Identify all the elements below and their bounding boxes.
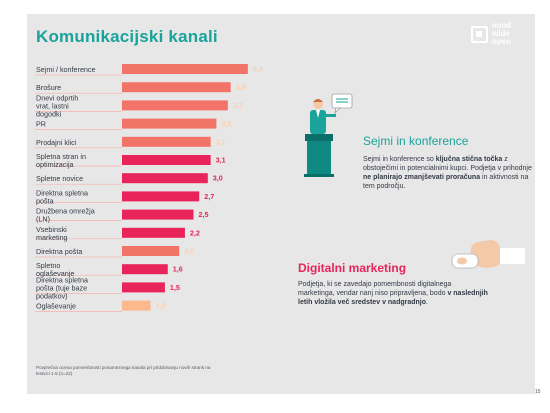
value-label: 3,0 [213, 174, 223, 183]
value-label: 2,5 [199, 210, 209, 219]
bar [122, 246, 180, 256]
mind-wide-open-logo: mind wide open [471, 22, 527, 52]
bar [122, 100, 228, 111]
section-text-digitalni: Podjetja, ki se zavedajo pomembnosti dig… [298, 281, 488, 306]
bar [122, 136, 211, 147]
value-label: 2,7 [204, 192, 214, 201]
value-label: 3,3 [221, 119, 231, 128]
bar [122, 191, 200, 202]
logo-text: mind wide open [492, 21, 512, 46]
value-label: 4,4 [253, 65, 263, 74]
category-label: Prodajni klici [36, 138, 77, 147]
category-label: Spletne novice [36, 174, 83, 183]
bar [122, 82, 231, 93]
value-label: 1,6 [173, 265, 183, 274]
hand-with-card-icon [451, 240, 525, 269]
category-label: Sejmi / konference [36, 65, 96, 74]
chart-footnote: Povprečna ocena pomembnosti posameznega … [36, 365, 211, 376]
bar [122, 155, 211, 165]
bar [122, 282, 165, 293]
bar [122, 64, 248, 74]
value-label: 3,1 [216, 156, 226, 165]
category-label: Direktna pošta [36, 247, 82, 256]
section-heading-sejmi: Sejmi in konference [363, 134, 469, 148]
bar [122, 118, 217, 129]
value-label: 3,1 [216, 137, 226, 146]
value-label: 1,5 [170, 283, 180, 292]
category-label: Direktna spletna pošta (tuje baze podatkov… [36, 275, 88, 300]
bar [122, 264, 168, 275]
category-label: Brošure [36, 83, 61, 92]
value-label: 3,8 [236, 83, 246, 92]
page-number: 15 [535, 389, 541, 395]
category-label: PR [36, 120, 46, 129]
value-label: 2,0 [184, 247, 194, 256]
channels-bar-chart: Sejmi / konference 4,4 Brošure 3,8 Dnevi odp… [35, 64, 263, 312]
bar [122, 209, 194, 220]
logo-square-icon [471, 26, 488, 43]
category-label: Vsebinski marketing [36, 225, 68, 242]
value-label: 2,2 [190, 228, 200, 237]
bar [122, 227, 185, 238]
section-heading-digitalni: Digitalni marketing [298, 261, 407, 275]
background-panel [27, 14, 535, 394]
category-label: Direktna spletna pošta [36, 188, 88, 205]
value-label: 1,0 [156, 301, 166, 310]
bar [122, 300, 151, 311]
section-text-sejmi: Sejmi in konference so ključna stična to… [363, 156, 532, 190]
page-title: Komunikacijski kanali [36, 27, 218, 46]
value-label: 3,7 [233, 101, 243, 110]
category-label: Dnevi odprtih vrat, lastni dogodki [36, 93, 78, 118]
category-label: Spletno oglaševanje [36, 261, 74, 278]
bar [122, 173, 208, 184]
speaker-podium-icon [304, 93, 353, 177]
category-label: Spletna stran in optimizacija [36, 152, 86, 169]
category-label: Družbena omrežja (LN) [36, 207, 95, 224]
category-label: Oglaševanje [36, 302, 76, 311]
